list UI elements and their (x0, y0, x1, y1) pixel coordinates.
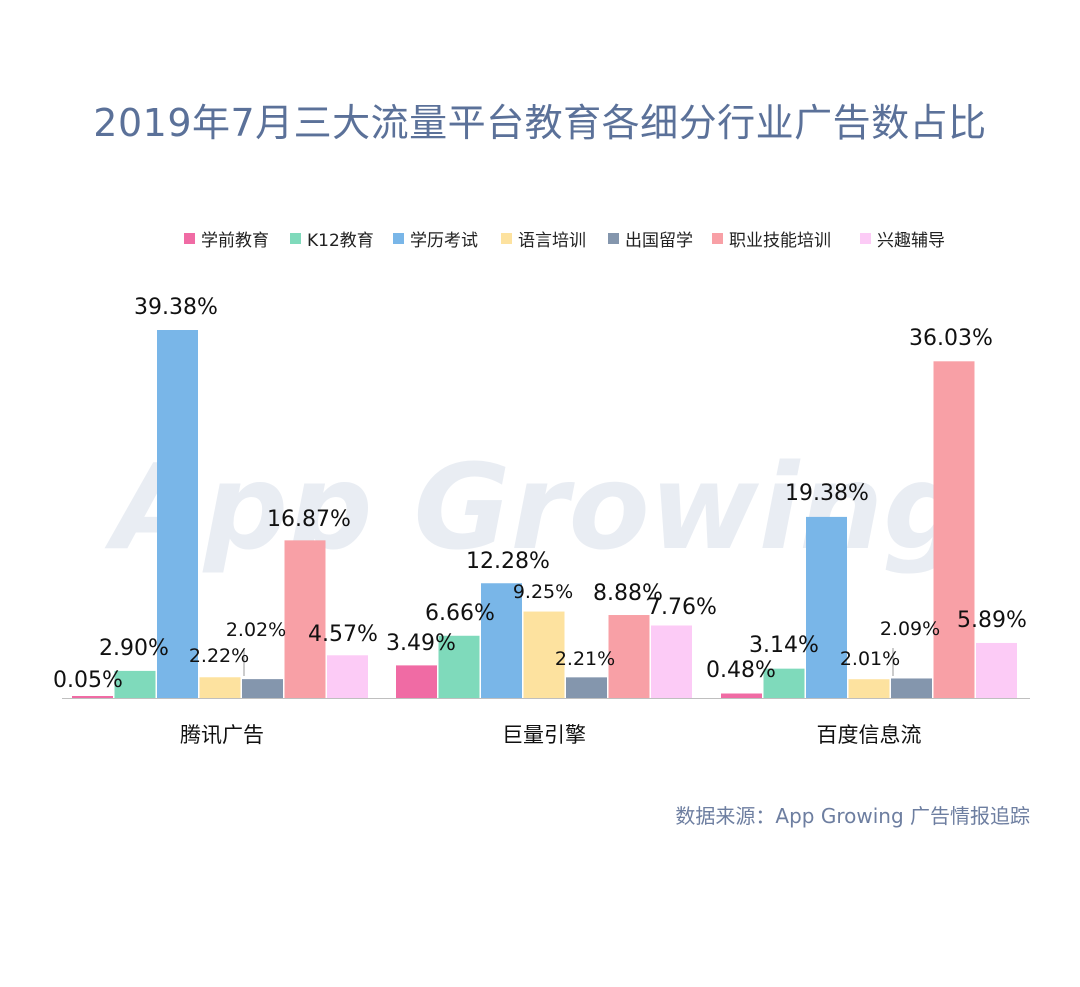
legend-label: 出国留学 (625, 231, 693, 251)
legend-swatch (184, 233, 195, 244)
legend-label: K12教育 (307, 231, 374, 251)
bar (438, 635, 480, 698)
value-label: 0.05% (53, 668, 123, 693)
value-label: 36.03% (909, 326, 993, 351)
bar (721, 693, 762, 698)
bar (933, 361, 975, 698)
bar (199, 677, 241, 698)
value-label: 5.89% (957, 608, 1027, 633)
legend-swatch (608, 233, 619, 244)
bar (976, 642, 1017, 698)
bar (396, 665, 437, 698)
bar (242, 679, 283, 698)
leader-lines (243, 648, 894, 676)
legend-item: K12教育 (290, 231, 374, 251)
value-label: 2.09% (880, 618, 940, 640)
legend-label: 学前教育 (201, 231, 269, 251)
bar (157, 330, 198, 698)
bar (651, 625, 692, 698)
bar (848, 679, 890, 698)
value-label: 0.48% (706, 658, 776, 683)
legend-item: 学历考试 (393, 231, 478, 251)
legend-item: 出国留学 (608, 231, 693, 251)
legend-label: 语言培训 (518, 231, 586, 251)
legend-label: 兴趣辅导 (877, 231, 945, 251)
x-tick-label: 百度信息流 (817, 723, 922, 747)
value-label: 2.90% (99, 636, 169, 661)
x-axis-labels: 腾讯广告 巨量引擎 百度信息流 (180, 723, 922, 747)
x-tick-label: 腾讯广告 (180, 723, 264, 747)
bar (566, 677, 607, 698)
bar (891, 678, 932, 698)
legend-item: 语言培训 (501, 231, 586, 251)
bar (284, 540, 326, 698)
bar (608, 615, 650, 698)
value-label: 9.25% (513, 581, 573, 603)
legend-label: 学历考试 (410, 231, 478, 251)
legend-swatch (712, 233, 723, 244)
chart-title: 2019年7月三大流量平台教育各细分行业广告数占比 (93, 101, 987, 145)
bar (481, 583, 522, 698)
bar (72, 696, 113, 698)
value-label: 2.02% (226, 619, 286, 641)
legend-swatch (290, 233, 301, 244)
value-label: 3.49% (386, 631, 456, 656)
legend: 学前教育 K12教育 学历考试 语言培训 出国留学 职业技能培训 兴趣辅导 (184, 231, 945, 251)
value-label: 2.22% (189, 645, 249, 667)
bar (763, 668, 805, 698)
value-label: 3.14% (749, 633, 819, 658)
legend-swatch (501, 233, 512, 244)
bar (806, 516, 847, 698)
value-label: 19.38% (785, 481, 869, 506)
legend-swatch (860, 233, 871, 244)
legend-item: 职业技能培训 (712, 231, 831, 251)
value-label: 7.76% (647, 595, 717, 620)
legend-item: 学前教育 (184, 231, 269, 251)
value-label: 2.01% (840, 648, 900, 670)
bar (523, 611, 565, 698)
value-label: 12.28% (466, 549, 550, 574)
source-note: 数据来源：App Growing 广告情报追踪 (675, 804, 1030, 828)
value-label: 4.57% (308, 622, 378, 647)
value-label: 2.21% (555, 648, 615, 670)
value-label: 39.38% (134, 295, 218, 320)
legend-item: 兴趣辅导 (860, 231, 945, 251)
x-tick-label: 巨量引擎 (502, 723, 586, 747)
bars (72, 330, 1017, 698)
value-label: 16.87% (267, 507, 351, 532)
value-label: 8.88% (593, 581, 663, 606)
bar (327, 655, 368, 698)
bar (114, 670, 156, 698)
legend-swatch (393, 233, 404, 244)
legend-label: 职业技能培训 (729, 231, 831, 251)
value-label: 6.66% (425, 601, 495, 626)
value-labels: 0.05% 2.90% 39.38% 2.22% 2.02% 16.87% 4.57% 3.4… (53, 295, 1027, 693)
